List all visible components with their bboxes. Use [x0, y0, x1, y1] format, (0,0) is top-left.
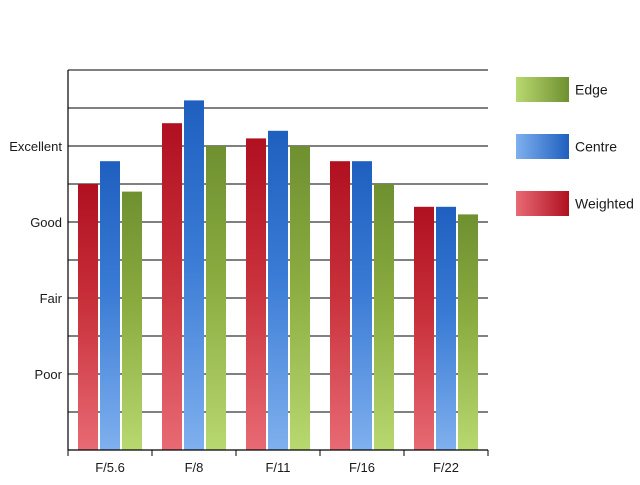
y-tick-label-good: Good — [30, 215, 62, 230]
legend-label-edge: Edge — [575, 82, 608, 98]
bar-centre-f-22 — [436, 206, 456, 450]
legend-label-centre: Centre — [575, 139, 617, 155]
x-tick-labels: F/5.6 F/8 F/11 F/16 F/22 — [95, 460, 459, 475]
legend-item-centre: Centre — [516, 134, 617, 159]
bar-weighted-f-8 — [162, 123, 182, 450]
bar-centre-f-11 — [268, 130, 288, 451]
y-tick-labels: Poor Fair Good Excellent — [9, 139, 62, 382]
x-tick-label-f-11: F/11 — [265, 460, 290, 475]
legend-item-edge: Edge — [516, 77, 608, 102]
legend: Edge Centre Weighted — [516, 77, 634, 216]
y-tick-label-fair: Fair — [40, 291, 63, 306]
bar-weighted-f-5-6 — [78, 184, 98, 450]
bar-weighted-f-11 — [246, 138, 266, 450]
bar-edge-f-11 — [290, 146, 310, 450]
bar-centre-f-16 — [352, 161, 372, 450]
bar-centre-f-8 — [184, 100, 204, 451]
legend-label-weighted: Weighted — [575, 196, 634, 212]
x-tick-label-f-5-6: F/5.6 — [95, 460, 125, 475]
bar-edge-f-5-6 — [122, 191, 142, 450]
legend-swatch-centre — [516, 134, 569, 159]
legend-swatch-weighted — [516, 191, 569, 216]
bar-weighted-f-16 — [330, 161, 350, 450]
y-tick-label-poor: Poor — [35, 367, 63, 382]
legend-item-weighted: Weighted — [516, 191, 634, 216]
bars — [78, 100, 478, 451]
x-tick-label-f-22: F/22 — [433, 460, 459, 475]
y-tick-label-excellent: Excellent — [9, 139, 62, 154]
bar-edge-f-16 — [374, 184, 394, 450]
axes — [67, 70, 489, 456]
legend-swatch-edge — [516, 77, 569, 102]
bar-edge-f-22 — [458, 214, 478, 450]
x-tick-label-f-16: F/16 — [349, 460, 375, 475]
x-tick-label-f-8: F/8 — [185, 460, 204, 475]
bar-centre-f-5-6 — [100, 161, 120, 450]
bar-weighted-f-22 — [414, 206, 434, 450]
bar-edge-f-8 — [206, 146, 226, 450]
